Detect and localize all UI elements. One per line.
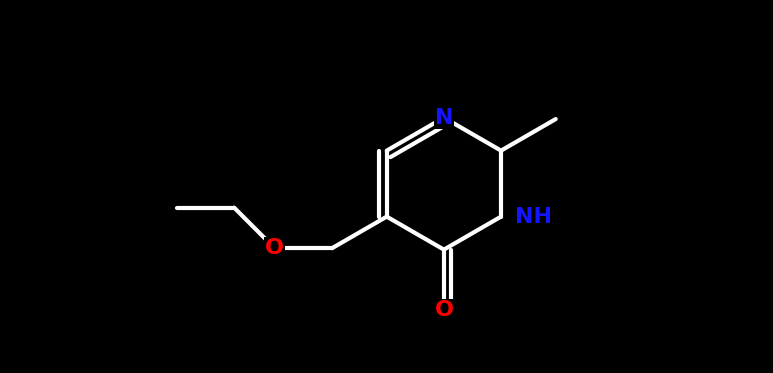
Text: O: O — [434, 300, 454, 320]
Text: N: N — [434, 108, 453, 128]
Text: NH: NH — [516, 207, 553, 227]
Text: O: O — [265, 238, 284, 258]
